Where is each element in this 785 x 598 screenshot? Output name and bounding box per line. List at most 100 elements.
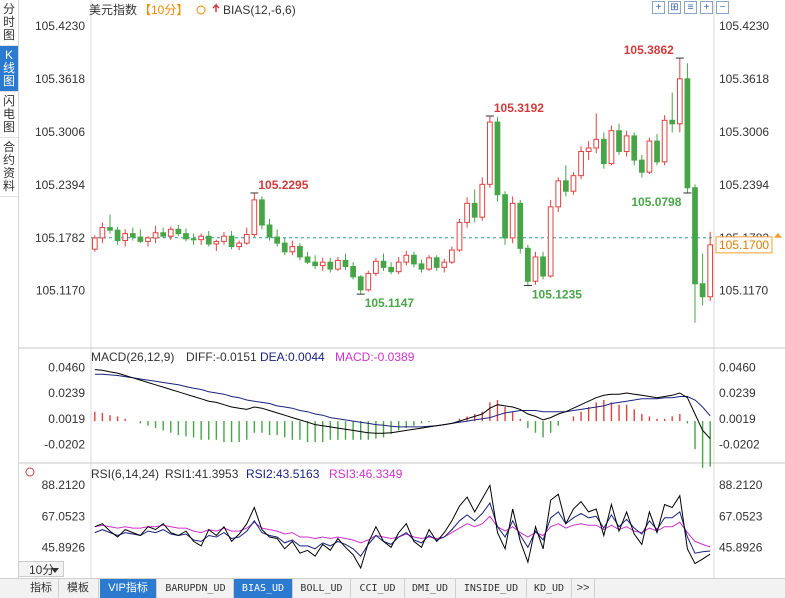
candle-body [160, 232, 167, 237]
candle-body [327, 261, 334, 270]
price-y-tick-right: 105.1170 [719, 284, 768, 298]
expand-icon[interactable]: + [652, 1, 665, 14]
rsi-title: RSI(6,14,24) [91, 467, 159, 481]
candle-body [547, 206, 554, 277]
price-extreme-label: 105.3192 [494, 101, 544, 115]
candle-body [464, 202, 470, 223]
candle-body [593, 138, 600, 149]
period-select[interactable]: 10分 [18, 561, 64, 577]
kline-chart[interactable]: 105.4230 105.4230 105.3618 105.3618 105.3006… [19, 0, 785, 578]
candle-body [251, 199, 258, 235]
price-y-tick-right: 105.3006 [719, 125, 769, 139]
current-price-box [715, 236, 773, 254]
candle-body [319, 261, 326, 267]
side-tab-kline[interactable]: K线图 [0, 46, 18, 92]
rsi-settings-icon[interactable] [25, 467, 35, 477]
tab-indicators[interactable]: 指标 [24, 579, 59, 598]
candle-body [183, 233, 189, 240]
rsi-y-tick-right: 88.2120 [719, 478, 763, 492]
candle-body [654, 140, 660, 163]
candle-body [585, 147, 592, 152]
side-tab-contract-info-label: 合约资料 [2, 140, 15, 193]
side-tab-timeshare[interactable]: 分时图 [0, 0, 18, 46]
candle-body [456, 221, 463, 251]
tab-barupdn-ud[interactable]: BARUPDN_UD [158, 579, 234, 598]
price-extreme-label: 105.0798 [631, 195, 681, 209]
tab-dmi-ud[interactable]: DMI_UD [405, 579, 456, 598]
list-icon[interactable]: ≡ [684, 1, 697, 14]
macd-y-tick-left: -0.0202 [44, 438, 85, 452]
tab-cci-ud[interactable]: CCI_UD [351, 579, 405, 598]
macd-y-tick-right: 0.0019 [719, 412, 756, 426]
candle-body [669, 119, 676, 125]
candle-body [213, 240, 220, 245]
tab-boll-ud[interactable]: BOLL_UD [293, 579, 351, 598]
side-tab-flash-label: 闪电图 [2, 94, 15, 134]
minus-icon[interactable]: − [716, 1, 729, 14]
macd-y-tick-left: 0.0019 [48, 412, 85, 426]
rsi1-line [94, 483, 711, 570]
candle-body [600, 138, 607, 165]
candle-body [692, 187, 698, 285]
side-tab-contract-info[interactable]: 合约资料 [0, 138, 18, 197]
candle-body [555, 180, 562, 208]
candle-body [236, 242, 243, 248]
candle-body [297, 246, 303, 258]
ref-arrow-icon [774, 232, 782, 238]
candle-body [205, 235, 212, 245]
macd-value-label: MACD:-0.0389 [335, 350, 415, 364]
candle-body [471, 202, 478, 218]
candle-body [99, 227, 106, 239]
candle-body [479, 183, 486, 218]
candle-body [107, 227, 113, 231]
candle-body [190, 238, 197, 241]
price-y-tick-right: 105.3618 [719, 72, 769, 86]
candle-body [661, 119, 668, 163]
tab-more[interactable]: >> [572, 579, 595, 598]
candle-body [441, 261, 448, 268]
rsi2-label: RSI2:43.5163 [246, 467, 320, 481]
candle-body [335, 259, 341, 270]
candle-body [289, 246, 296, 253]
candle-body [562, 180, 569, 192]
tab-kd-ud[interactable]: KD_UD [527, 579, 572, 598]
price-y-tick-left: 105.3006 [35, 125, 85, 139]
candle-body [411, 254, 417, 265]
candle-body [91, 237, 98, 250]
candle-body [365, 272, 372, 291]
candle-body [676, 78, 683, 125]
candle-body [578, 150, 584, 177]
side-tab-timeshare-label: 分时图 [2, 2, 15, 42]
period-select-value: 10分 [29, 563, 55, 577]
candle-body [623, 135, 630, 152]
candle-body [433, 257, 440, 268]
candle-body [638, 159, 645, 173]
candle-body [221, 235, 227, 242]
rsi-y-tick-right: 67.0523 [719, 509, 763, 523]
tab-vip-indicators[interactable]: VIP指标 [100, 579, 157, 598]
plus-icon[interactable]: + [700, 1, 713, 14]
settings-icon[interactable] [196, 5, 206, 15]
candle-body [281, 242, 288, 253]
candle-body [175, 228, 182, 235]
grid-icon[interactable]: ⊞ [668, 1, 681, 14]
price-y-tick-left: 105.4230 [35, 19, 85, 33]
candle-body [540, 256, 546, 277]
candle-body [502, 194, 508, 239]
tab-inside-ud[interactable]: INSIDE_UD [456, 579, 527, 598]
candle-body [699, 283, 706, 298]
tab-bias-ud[interactable]: BIAS_UD [234, 579, 293, 598]
side-tab-flash[interactable]: 闪电图 [0, 92, 18, 138]
candle-body [145, 237, 151, 242]
candle-body [494, 121, 501, 196]
macd-y-tick-right: 0.0239 [719, 386, 756, 400]
candle-body [198, 235, 205, 241]
candle-body [114, 229, 121, 242]
tab-templates[interactable]: 模板 [58, 579, 99, 598]
side-tab-kline-label: K线图 [2, 48, 15, 88]
price-extreme-label: 105.2295 [258, 178, 308, 192]
price-y-tick-left: 105.2394 [35, 178, 85, 192]
macd-y-tick-right: 0.0460 [719, 360, 756, 374]
macd-dea-line [94, 373, 711, 428]
macd-title: MACD(26,12,9) [91, 350, 174, 364]
